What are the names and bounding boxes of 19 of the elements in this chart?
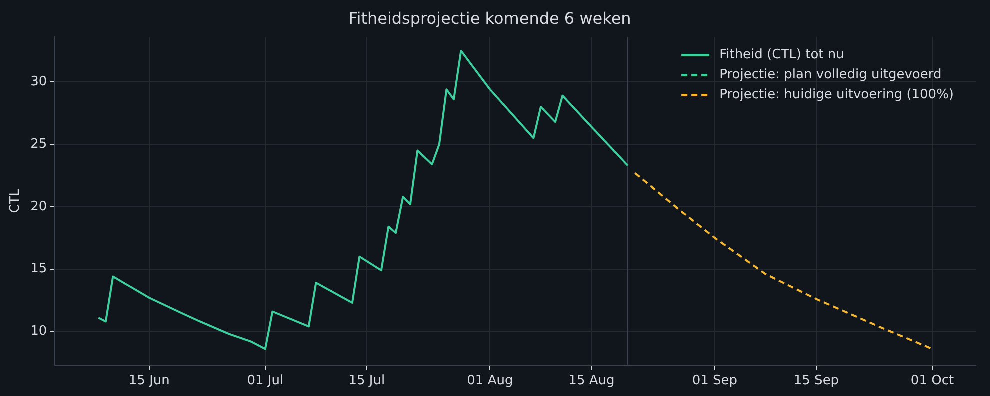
x-tick-label: 15 Jun (128, 374, 170, 389)
y-tick-label: 15 (30, 262, 48, 277)
x-tick-label: 01 Oct (910, 374, 954, 389)
x-tick-label: 01 Jul (247, 374, 284, 389)
y-tick-label: 25 (30, 136, 48, 152)
line-series (634, 172, 934, 350)
y-tick-label: 10 (30, 324, 48, 340)
x-tick-label: 15 Jul (348, 374, 386, 389)
x-tick-label: 15 Aug (568, 374, 615, 389)
x-tick-label: 15 Sep (794, 374, 840, 389)
x-tick-label: 01 Aug (467, 374, 514, 389)
chart-title: Fitheidsprojectie komende 6 weken (348, 8, 632, 28)
y-tick-label: 30 (30, 74, 48, 90)
x-tick-label: 01 Sep (692, 374, 738, 389)
y-axis-title: CTL (8, 188, 24, 214)
legend-label: Projectie: huidige uitvoering (100%) (720, 88, 954, 103)
legend-label: Projectie: plan volledig uitgevoerd (720, 68, 942, 83)
legend-label: Fitheid (CTL) tot nu (720, 48, 844, 63)
y-tick-label: 20 (30, 199, 48, 214)
